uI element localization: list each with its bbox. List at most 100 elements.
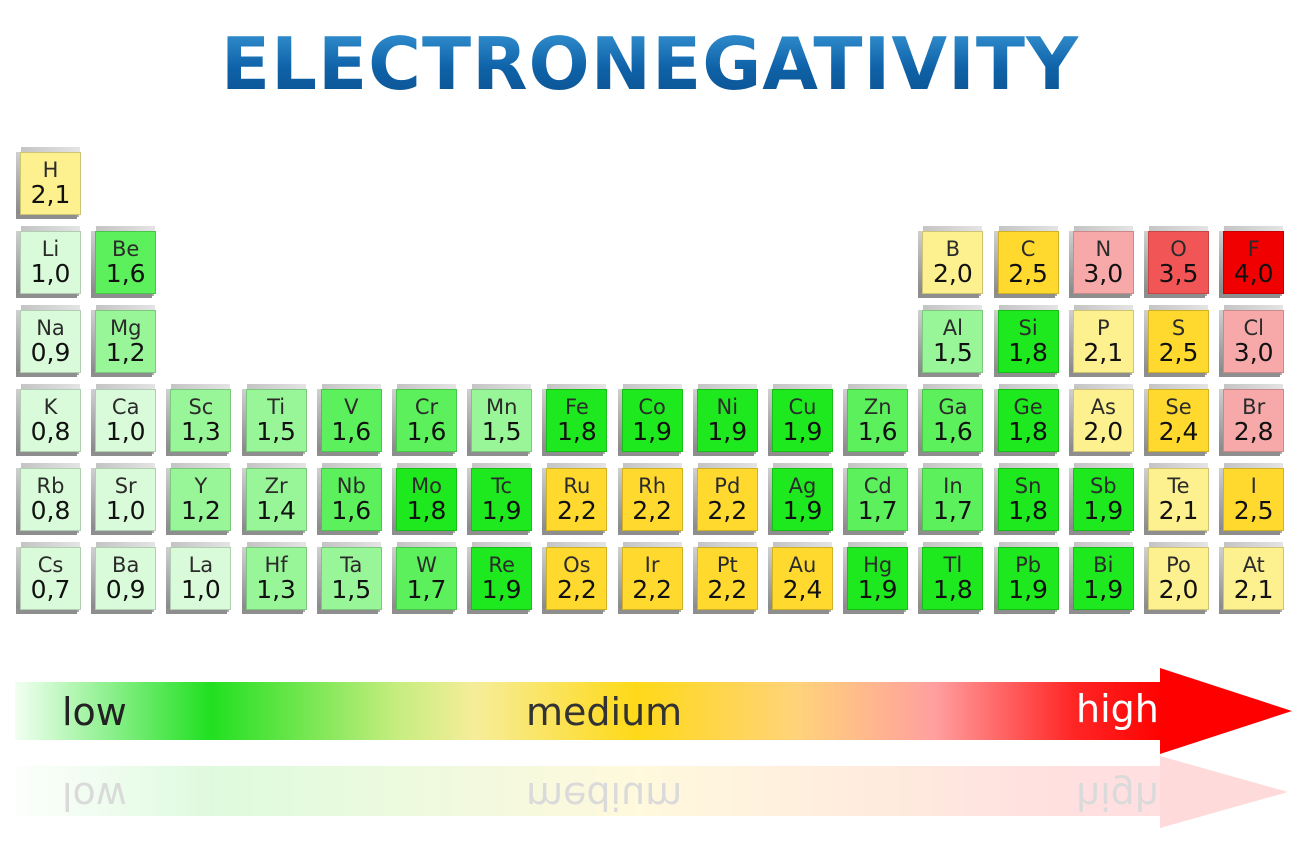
element-symbol: Ti xyxy=(267,395,286,419)
element-electronegativity: 1,6 xyxy=(105,259,146,288)
element-electronegativity: 1,8 xyxy=(1008,338,1048,367)
element-electronegativity: 2,4 xyxy=(782,575,823,604)
element-electronegativity: 1,0 xyxy=(181,575,221,604)
element-electronegativity: 1,0 xyxy=(105,417,146,446)
element-electronegativity: 3,5 xyxy=(1158,259,1199,288)
element-symbol: Sc xyxy=(188,395,214,419)
element-cell-rh: Rh 2,2 xyxy=(617,463,683,531)
element-electronegativity: 0,8 xyxy=(30,417,71,446)
element-electronegativity: 1,3 xyxy=(181,417,221,446)
scale-label-medium: medium xyxy=(526,690,683,734)
element-cell-ca: Ca 1,0 xyxy=(91,384,157,452)
element-cell-pt: Pt 2,2 xyxy=(692,542,758,610)
element-cell-tc: Tc 1,9 xyxy=(467,463,533,531)
element-cell-ni: Ni 1,9 xyxy=(692,384,758,452)
element-symbol: Au xyxy=(788,553,817,577)
element-symbol: Zn xyxy=(863,395,892,419)
element-cell-y: Y 1,2 xyxy=(166,463,232,531)
element-cell-re: Re 1,9 xyxy=(467,542,533,610)
element-symbol: C xyxy=(1020,237,1036,261)
element-cell-hf: Hf 1,3 xyxy=(241,542,307,610)
element-electronegativity: 1,8 xyxy=(1008,496,1048,525)
element-symbol: Pt xyxy=(716,553,738,577)
element-symbol: Tc xyxy=(491,474,513,498)
element-symbol: P xyxy=(1096,316,1110,340)
element-electronegativity: 1,9 xyxy=(1083,496,1124,525)
element-symbol: Rh xyxy=(638,474,667,498)
reflection-label-high: high xyxy=(1076,774,1159,818)
element-electronegativity: 2,0 xyxy=(933,259,973,288)
element-cell-sr: Sr 1,0 xyxy=(91,463,157,531)
element-electronegativity: 3,0 xyxy=(1083,259,1124,288)
element-symbol: Zr xyxy=(264,474,288,498)
element-symbol: S xyxy=(1171,316,1186,340)
element-symbol: Br xyxy=(1242,395,1266,419)
element-cell-sb: Sb 1,9 xyxy=(1068,463,1134,531)
element-electronegativity: 1,9 xyxy=(857,575,898,604)
element-symbol: I xyxy=(1250,474,1257,498)
element-symbol: Ga xyxy=(938,395,968,419)
element-cell-na: Na 0,9 xyxy=(16,305,81,373)
element-symbol: Ca xyxy=(111,395,140,419)
element-symbol: B xyxy=(945,237,961,261)
element-electronegativity: 1,0 xyxy=(105,496,146,525)
element-electronegativity: 2,2 xyxy=(557,575,597,604)
element-cell-b: B 2,0 xyxy=(918,226,984,294)
element-electronegativity: 1,7 xyxy=(857,496,898,525)
element-electronegativity: 1,5 xyxy=(481,417,522,446)
element-electronegativity: 2,2 xyxy=(707,575,748,604)
element-electronegativity: 2,2 xyxy=(557,496,597,525)
element-cell-pd: Pd 2,2 xyxy=(692,463,758,531)
element-cell-ge: Ge 1,8 xyxy=(993,384,1059,452)
element-cell-cu: Cu 1,9 xyxy=(768,384,833,452)
element-symbol: Y xyxy=(194,474,208,498)
periodic-table: H 2,1 Li 1,0 Be 1,6 B 2,0 C 2,5 N 3,0 O 3,5 F 4,0 Na 0,9 M… xyxy=(16,147,1285,610)
element-symbol: Fe xyxy=(564,395,589,419)
element-symbol: Ni xyxy=(716,395,739,419)
element-symbol: Ba xyxy=(112,553,140,577)
element-symbol: F xyxy=(1247,237,1260,261)
scale-label-high: high xyxy=(1076,687,1159,731)
element-electronegativity: 1,8 xyxy=(406,496,447,525)
element-electronegativity: 3,0 xyxy=(1233,338,1274,367)
element-symbol: Rb xyxy=(36,474,65,498)
element-symbol: Ag xyxy=(788,474,817,498)
element-cell-ti: Ti 1,5 xyxy=(241,384,307,452)
element-symbol: Sr xyxy=(114,474,137,498)
element-symbol: Al xyxy=(942,316,963,340)
element-electronegativity: 2,2 xyxy=(632,496,672,525)
element-cell-k: K 0,8 xyxy=(16,384,81,452)
element-symbol: Po xyxy=(1166,553,1191,577)
reflection-label-low: low xyxy=(62,774,127,818)
element-cell-zn: Zn 1,6 xyxy=(843,384,909,452)
element-electronegativity: 1,6 xyxy=(406,417,447,446)
element-cell-n: N 3,0 xyxy=(1068,226,1134,294)
element-symbol: Sn xyxy=(1014,474,1042,498)
element-electronegativity: 1,5 xyxy=(256,417,296,446)
element-electronegativity: 2,2 xyxy=(707,496,748,525)
element-cell-ta: Ta 1,5 xyxy=(316,542,382,610)
electronegativity-scale-bar xyxy=(15,682,1165,740)
element-cell-be: Be 1,6 xyxy=(91,226,157,294)
element-electronegativity: 2,5 xyxy=(1158,338,1199,367)
element-symbol: Re xyxy=(488,553,515,577)
element-symbol: Os xyxy=(563,553,591,577)
element-cell-ir: Ir 2,2 xyxy=(617,542,683,610)
element-symbol: Mn xyxy=(485,395,518,419)
element-cell-cs: Cs 0,7 xyxy=(16,542,81,610)
element-cell-at: At 2,1 xyxy=(1219,542,1285,610)
element-electronegativity: 0,8 xyxy=(30,496,71,525)
element-symbol: Cd xyxy=(863,474,892,498)
element-cell-fe: Fe 1,8 xyxy=(542,384,608,452)
element-cell-po: Po 2,0 xyxy=(1144,542,1209,610)
element-symbol: H xyxy=(42,158,59,182)
element-symbol: Te xyxy=(1167,474,1190,498)
element-cell-br: Br 2,8 xyxy=(1219,384,1285,452)
element-symbol: Li xyxy=(41,237,60,261)
element-electronegativity: 1,6 xyxy=(857,417,898,446)
element-symbol: La xyxy=(188,553,214,577)
element-symbol: Se xyxy=(1165,395,1192,419)
element-symbol: Nb xyxy=(336,474,366,498)
element-cell-au: Au 2,4 xyxy=(768,542,833,610)
element-electronegativity: 1,5 xyxy=(331,575,372,604)
